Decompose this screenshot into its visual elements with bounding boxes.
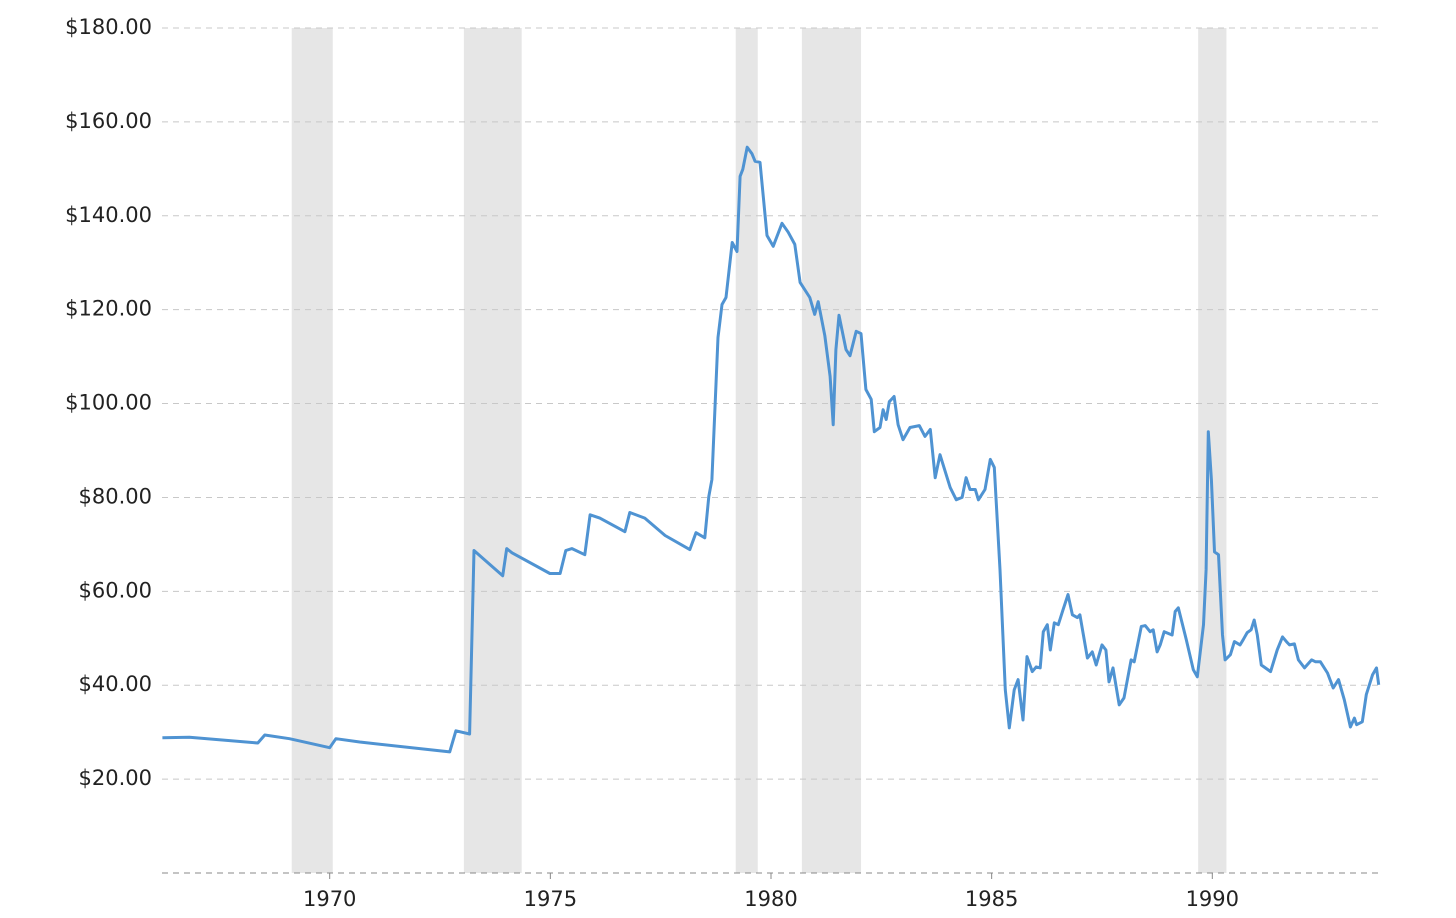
y-tick-label: $40.00 xyxy=(79,672,152,696)
y-tick-label: $80.00 xyxy=(79,484,152,508)
recession-band xyxy=(291,28,333,873)
x-tick-label: 1970 xyxy=(303,887,356,911)
y-tick-label: $120.00 xyxy=(65,297,152,321)
recession-band xyxy=(463,28,522,873)
x-tick-label: 1990 xyxy=(1186,887,1239,911)
recession-band xyxy=(801,28,862,873)
x-tick-label: 1975 xyxy=(524,887,577,911)
price-line xyxy=(162,145,1381,754)
y-tick-label: $20.00 xyxy=(79,766,152,790)
x-tick-label: 1980 xyxy=(744,887,797,911)
x-tick-label: 1985 xyxy=(965,887,1018,911)
y-tick-label: $160.00 xyxy=(65,109,152,133)
recession-band xyxy=(1198,28,1227,873)
recession-band xyxy=(735,28,758,873)
y-tick-label: $60.00 xyxy=(79,578,152,602)
y-tick-label: $100.00 xyxy=(65,391,152,415)
y-tick-label: $180.00 xyxy=(65,15,152,39)
y-tick-label: $140.00 xyxy=(65,203,152,227)
